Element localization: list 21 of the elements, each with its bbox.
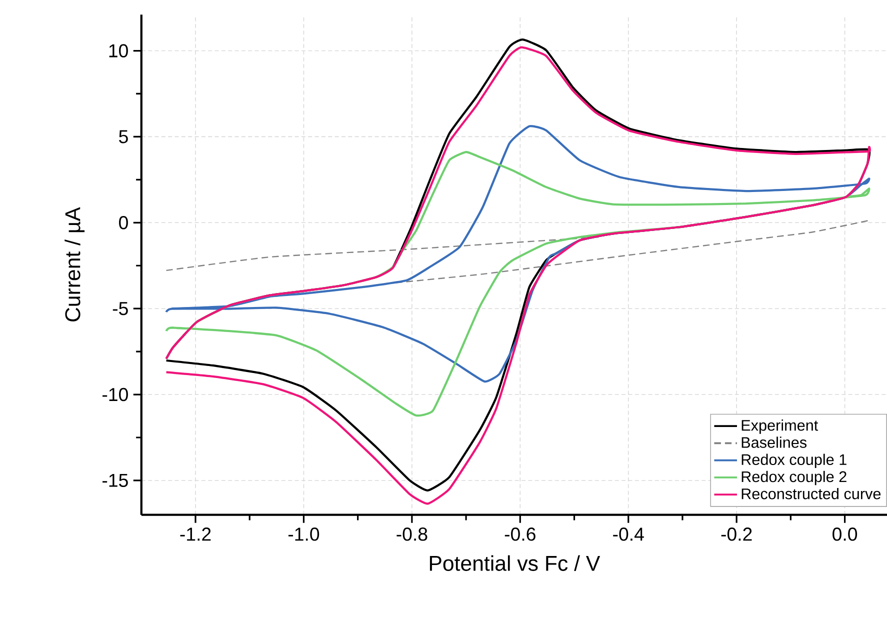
x-tick-label: -0.2 <box>721 528 752 541</box>
y-tick-label: -10 <box>102 388 128 402</box>
x-tick-label: -0.4 <box>613 528 644 541</box>
legend-label: Redox couple 1 <box>742 454 846 468</box>
x-tick-label: -0.8 <box>396 528 428 541</box>
y-axis-title: Current / µA <box>64 207 85 322</box>
x-tick-label: -1.0 <box>288 528 320 541</box>
legend-label: Redox couple 2 <box>742 470 846 486</box>
line-series <box>395 220 870 284</box>
y-tick-label: 0 <box>119 216 128 230</box>
y-tick-label: 5 <box>119 130 128 144</box>
y-tick-label: 10 <box>109 44 128 58</box>
x-tick-label: -0.6 <box>504 528 536 541</box>
x-axis-title: Potential vs Fc / V <box>430 555 600 571</box>
y-tick-label: -5 <box>112 302 128 316</box>
legend-label: Reconstructed curve <box>742 488 881 500</box>
y-tick-label: -15 <box>102 474 128 488</box>
x-tick-label: -1.2 <box>180 528 211 541</box>
legend-label: Experiment <box>742 420 818 434</box>
x-tick-label: 0.0 <box>832 528 858 541</box>
legend-label: Baselines <box>742 436 807 448</box>
